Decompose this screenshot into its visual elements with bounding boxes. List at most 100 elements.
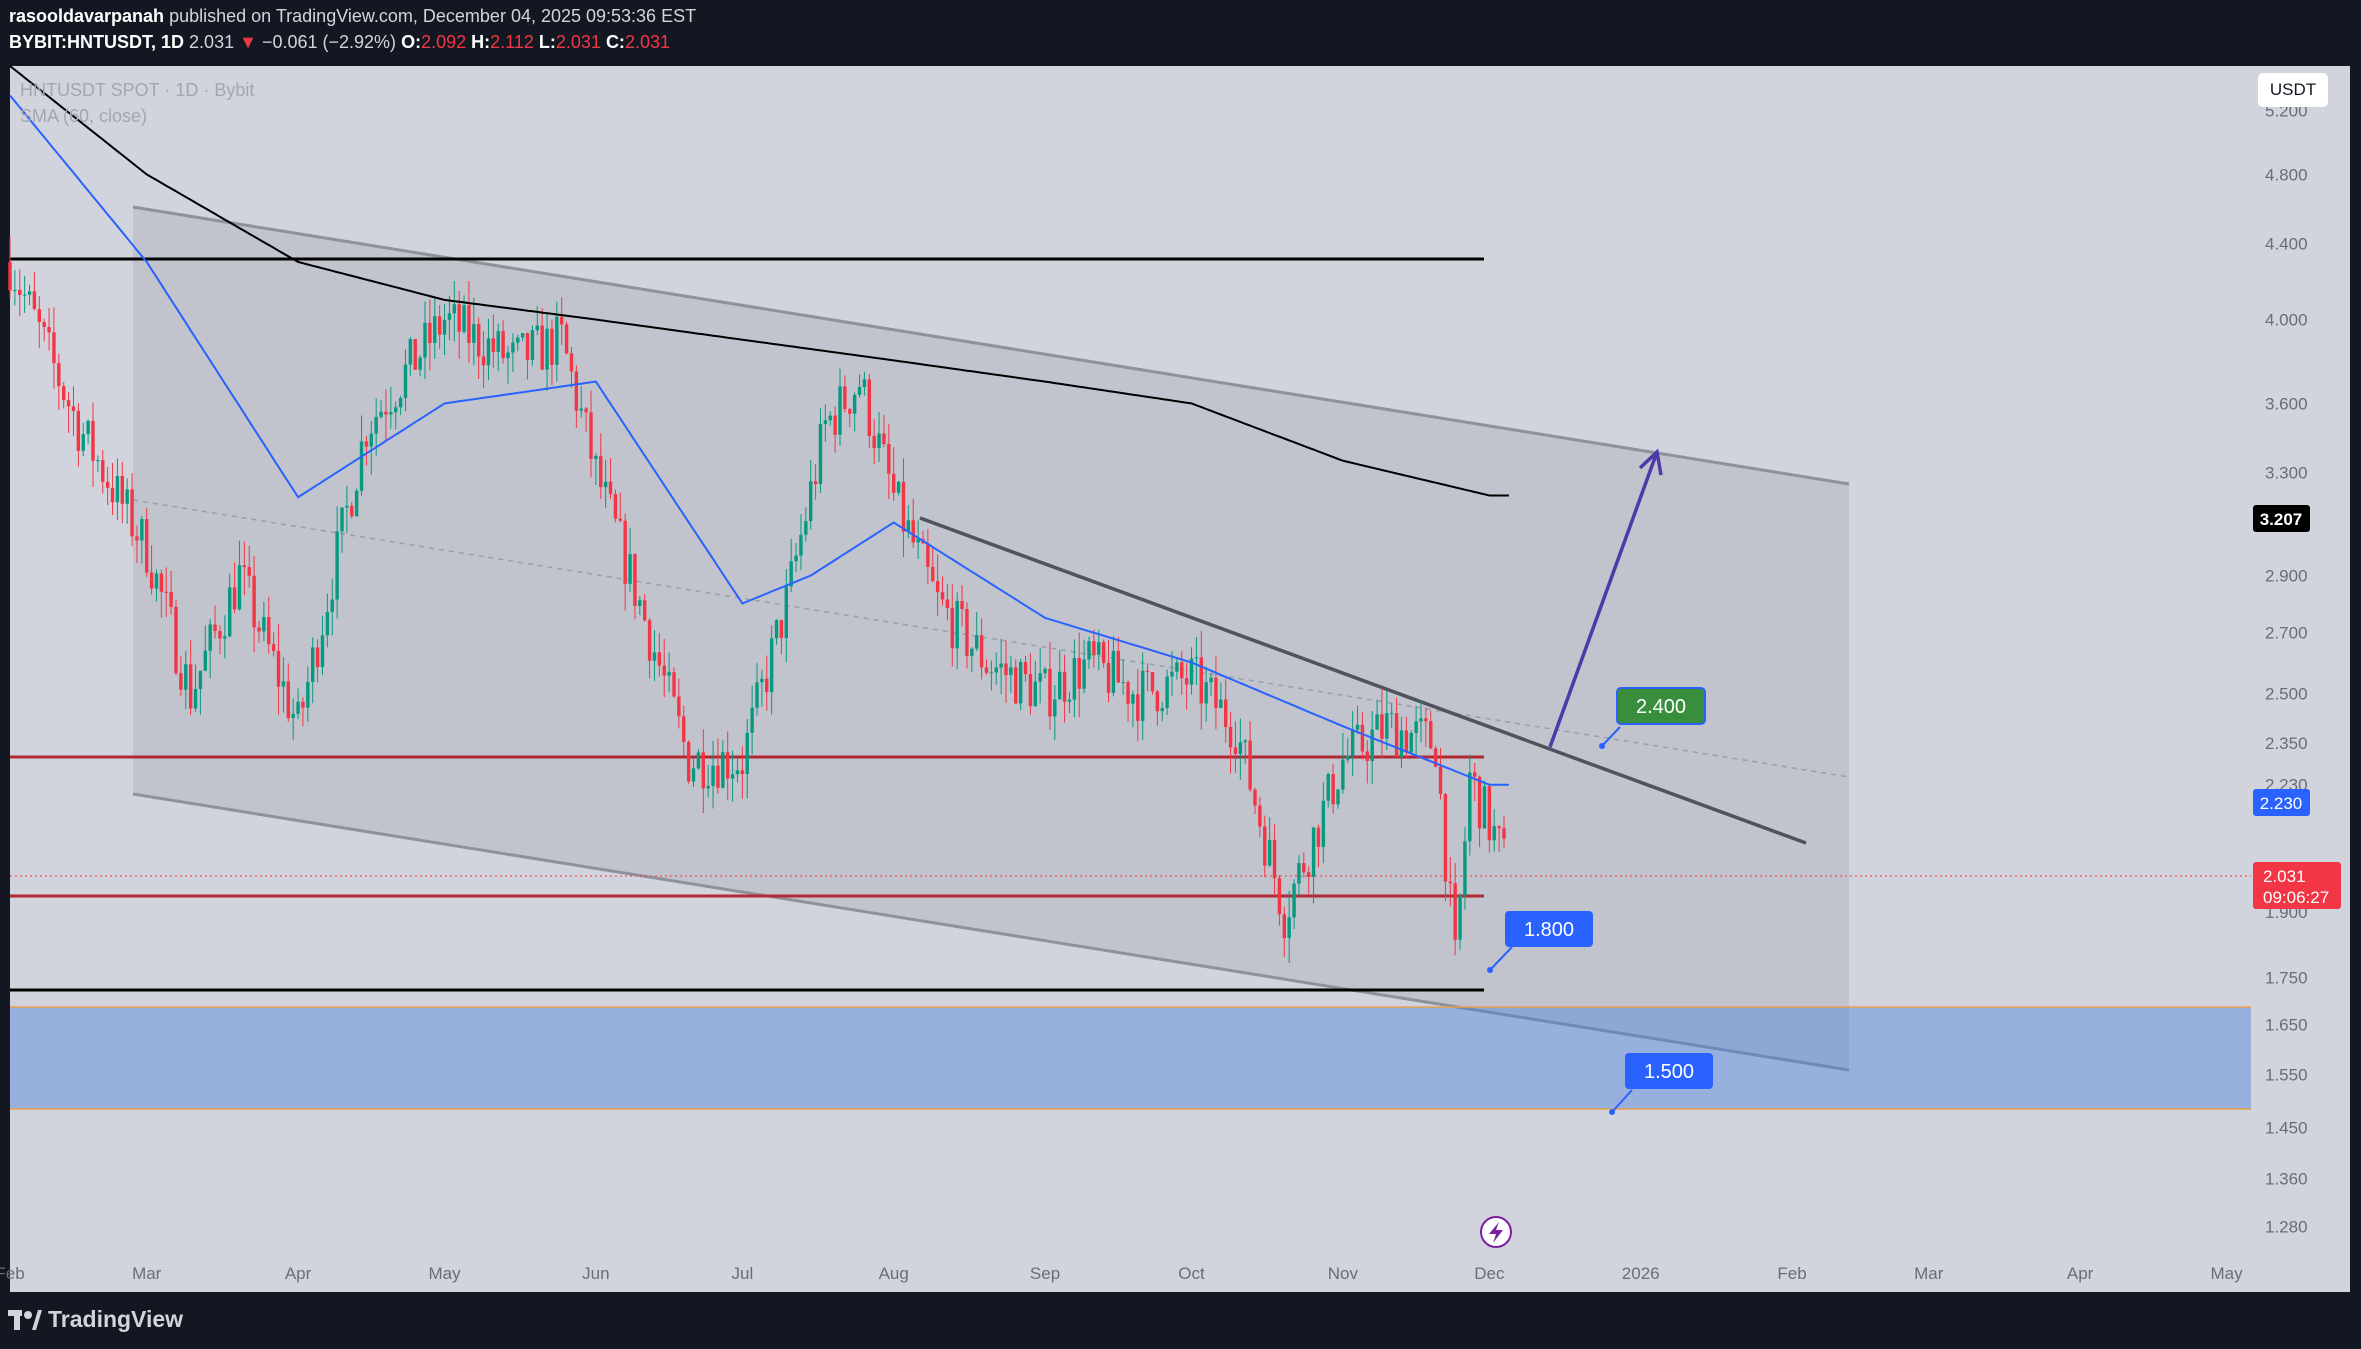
candle-body — [491, 338, 496, 352]
candle-body — [105, 481, 110, 488]
candle-body — [1018, 661, 1023, 704]
candle-body — [306, 681, 310, 708]
x-tick-label: 2026 — [1622, 1264, 1660, 1283]
x-tick-label: Mar — [132, 1264, 162, 1283]
price-axis-background[interactable] — [2251, 66, 2350, 1252]
candle-body — [369, 433, 374, 447]
y-tick-label: 2.500 — [2265, 685, 2308, 704]
candle-body — [633, 554, 637, 606]
legend-indicator[interactable]: SMA (60, close) — [20, 106, 147, 126]
candle-body — [91, 420, 95, 461]
candle-body — [525, 333, 530, 360]
candle-body — [437, 316, 442, 335]
candle-body — [1072, 658, 1077, 700]
candle-body — [42, 322, 46, 327]
candle-body — [1023, 661, 1028, 675]
x-tick-label: Jul — [731, 1264, 753, 1283]
annotation-2-400[interactable]: 2.400 — [1599, 687, 1706, 749]
candle-body — [682, 716, 686, 742]
candle-body — [931, 566, 935, 582]
lightning-icon[interactable] — [1480, 1216, 1512, 1248]
descending-trendline[interactable] — [919, 516, 1807, 845]
candle-body — [32, 291, 37, 309]
candle-body — [789, 561, 793, 587]
candle-body — [574, 371, 579, 411]
candle-body — [540, 325, 544, 370]
close-label: C: — [605, 32, 625, 52]
candle-body — [1389, 713, 1394, 715]
candle-body — [857, 387, 862, 395]
candle-body — [867, 379, 872, 437]
candle-body — [1243, 740, 1247, 743]
candle-body — [174, 606, 178, 674]
candle-body — [1370, 729, 1374, 762]
candle-body — [242, 565, 247, 568]
candle-body — [276, 651, 281, 687]
candle-body — [281, 681, 286, 687]
candle-body — [516, 337, 520, 343]
candle-body — [735, 770, 740, 775]
candle-body — [1443, 793, 1448, 882]
currency-button[interactable]: USDT — [2258, 73, 2328, 107]
candle-body — [1492, 826, 1496, 841]
candle-body — [926, 543, 930, 567]
candle-body — [149, 572, 154, 589]
y-tick-label: 4.400 — [2265, 235, 2308, 254]
candle-body — [535, 325, 540, 331]
candle-body — [364, 441, 369, 447]
candle-body — [887, 443, 891, 474]
interval: 1D — [161, 32, 185, 52]
target-arrow-shaft[interactable] — [1548, 451, 1659, 748]
candle-body — [198, 670, 203, 689]
candle-body — [271, 644, 276, 652]
candle-body — [467, 305, 471, 343]
demand-zone[interactable] — [10, 1007, 2251, 1109]
candle-body — [1497, 826, 1501, 829]
publisher-name[interactable]: rasooldavarpanah — [9, 6, 165, 26]
candle-body — [657, 652, 662, 666]
candle-body — [1472, 772, 1477, 777]
candle-body — [628, 554, 632, 584]
candle-body — [423, 322, 427, 358]
time-axis-background[interactable] — [10, 1252, 2350, 1292]
candle-body — [257, 627, 261, 632]
channel-top-line[interactable] — [132, 205, 1850, 486]
candle-body — [96, 460, 100, 462]
candle-body — [66, 400, 71, 407]
low-label: L: — [538, 32, 556, 52]
x-tick-label: Mar — [1914, 1264, 1944, 1283]
target-arrow-head-icon — [1638, 448, 1663, 476]
candle-body — [384, 411, 388, 415]
sma-60-line[interactable] — [9, 94, 1509, 786]
candle-body — [393, 407, 398, 413]
candle-body — [1326, 773, 1330, 801]
candle-body — [1341, 759, 1345, 790]
candle-body — [101, 460, 105, 482]
candle-body — [1087, 641, 1091, 660]
legend-title[interactable]: HNTUSDT SPOT · 1D · Bybit — [20, 80, 254, 100]
candle-body — [652, 652, 657, 661]
candle-body — [511, 342, 515, 353]
symbol-name[interactable]: BYBIT:HNTUSDT, — [9, 32, 156, 52]
tradingview-logo[interactable]: TradingView — [8, 1306, 183, 1333]
candle-body — [1399, 730, 1404, 758]
annotation-1-800[interactable]: 1.800 — [1487, 911, 1593, 973]
candle-body — [1375, 714, 1379, 730]
candle-body — [1458, 895, 1462, 940]
candle-body — [808, 481, 813, 522]
annotation-1-500[interactable]: 1.500 — [1609, 1053, 1713, 1115]
channel-bottom-line[interactable] — [132, 792, 1850, 1072]
candle-body — [188, 664, 193, 709]
candle-body — [818, 424, 823, 485]
candle-body — [1355, 724, 1360, 730]
candle-body — [1321, 800, 1326, 847]
price-change: −0.061 (−2.92%) — [261, 32, 397, 52]
long-ma-line[interactable] — [9, 65, 1509, 497]
candle-body — [813, 481, 818, 485]
candle-body — [501, 331, 505, 359]
candle-body — [784, 586, 789, 639]
y-tick-label: 1.750 — [2265, 969, 2308, 988]
candle-body — [1394, 713, 1399, 758]
y-tick-label: 4.000 — [2265, 311, 2308, 330]
